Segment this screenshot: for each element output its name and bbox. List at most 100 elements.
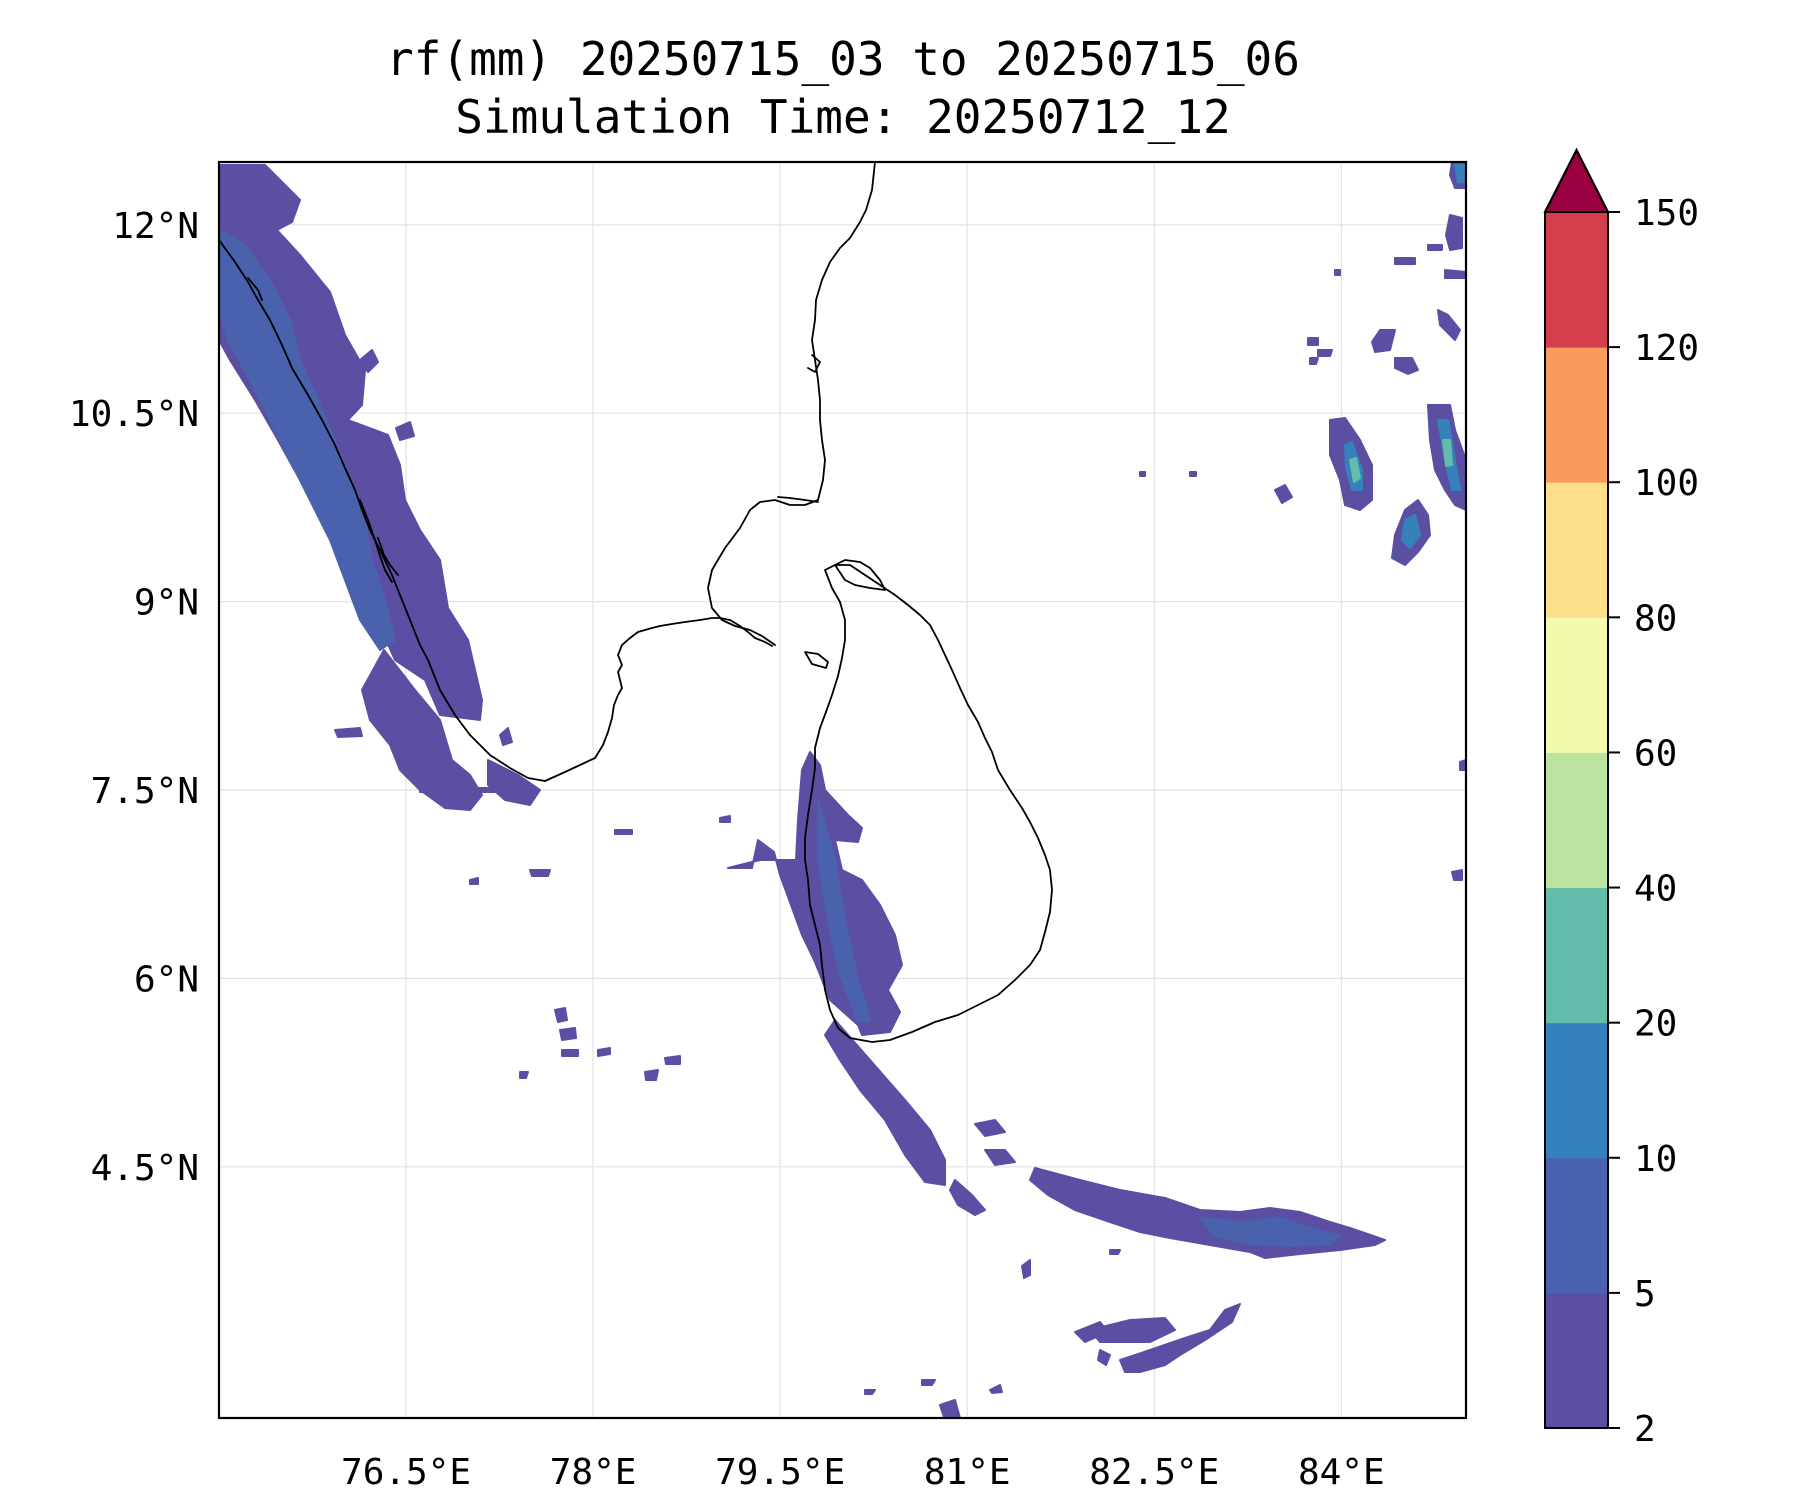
rain-cell-small-5 xyxy=(334,727,363,738)
colorbar-outline xyxy=(1544,147,1609,1429)
rain-cell-kerala-core xyxy=(219,229,396,651)
rain-cell-east-1-peak xyxy=(1349,457,1361,483)
coastline-india-west xyxy=(219,239,546,782)
colorbar-extend-arrow xyxy=(1543,147,1610,213)
latitude-tick-label: 6°N xyxy=(134,959,199,1000)
rain-cell-southeast-small-1 xyxy=(974,1119,1006,1137)
rain-cell-sri-lanka-west xyxy=(727,751,903,1036)
rain-cell-northeast-5 xyxy=(1444,269,1466,279)
colorbar-band xyxy=(1545,482,1608,618)
colorbar-tick-label: 80 xyxy=(1634,598,1677,639)
rain-cell-east-3-core xyxy=(1401,514,1421,549)
coastline-india-south xyxy=(544,617,756,782)
latitude-tick-label: 9°N xyxy=(134,583,199,624)
coastline-pamban xyxy=(754,637,773,647)
rain-cell-scatter-8 xyxy=(469,877,479,885)
longitude-tick-label: 76.5°E xyxy=(341,1452,471,1493)
rain-cell-southeast-small-3 xyxy=(1109,1249,1121,1255)
rain-cell-northeast-8 xyxy=(1371,329,1396,353)
rain-cell-southeast-small-2 xyxy=(984,1149,1016,1166)
colorbar-bands xyxy=(1545,212,1608,1429)
colorbar-ticks: 2 5 10 20 40 60 80 100 120 150 xyxy=(1608,193,1699,1450)
rain-cell-sri-lanka-south-a xyxy=(949,1179,986,1216)
rain-cell-scatter-6 xyxy=(644,1069,659,1081)
colorbar-band xyxy=(1545,752,1608,889)
map-frame xyxy=(217,160,1468,1420)
rain-cell-northeast-7 xyxy=(1437,309,1461,341)
coastline-sri-lanka xyxy=(804,564,1053,1043)
colorbar-tick-label: 60 xyxy=(1634,733,1677,774)
rain-cell-northeast-12 xyxy=(1309,357,1319,365)
rain-cell-southeast-small-4 xyxy=(1021,1259,1031,1279)
rain-cell-scatter-7 xyxy=(664,1055,681,1065)
colorbar-tick-label: 120 xyxy=(1634,328,1699,369)
colorbar-tick-label: 5 xyxy=(1634,1274,1656,1315)
coastline-kerala-backwater-2 xyxy=(377,537,399,576)
longitude-tick-label: 84°E xyxy=(1298,1452,1385,1493)
rain-cell-scatter-9 xyxy=(719,815,731,823)
rain-cell-northeast-3 xyxy=(1427,244,1443,251)
rain-cell-northeast-6 xyxy=(1334,269,1341,276)
colorbar-tick-label: 150 xyxy=(1634,193,1699,234)
rain-cell-small-3 xyxy=(499,727,513,746)
rain-cell-far-south-3 xyxy=(1074,1321,1109,1343)
longitude-tick-label: 81°E xyxy=(924,1452,1011,1493)
longitude-tick-label: 79.5°E xyxy=(715,1452,845,1493)
coastline-palk-bay xyxy=(777,496,819,503)
colorbar-tick-label: 20 xyxy=(1634,1004,1677,1045)
coastlines xyxy=(219,162,1053,1043)
title-line-1: rf(mm) 20250715_03 to 20250715_06 xyxy=(386,32,1300,86)
rain-cell-far-south-4 xyxy=(939,1399,961,1418)
longitude-tick-label: 78°E xyxy=(550,1452,637,1493)
rain-cell-far-south-9 xyxy=(1097,1349,1111,1366)
rain-cell-far-south-6 xyxy=(864,1389,876,1395)
rain-cell-far-south-8 xyxy=(989,1384,1003,1394)
rain-cell-small-2 xyxy=(395,421,415,441)
rain-cell-scatter-5 xyxy=(519,1071,529,1079)
coastline-india-east xyxy=(707,162,876,646)
rain-cell-southeast-core xyxy=(1199,1217,1341,1247)
colorbar-tick-label: 100 xyxy=(1634,463,1699,504)
rain-cell-kerala-coast-2 xyxy=(361,649,483,811)
colorbar-tick-label: 2 xyxy=(1634,1409,1656,1450)
rain-cell-east-8 xyxy=(1451,869,1463,881)
latitude-ticks: 12°N 10.5°N 9°N 7.5°N 6°N 4.5°N xyxy=(69,206,199,1189)
rain-cell-east-7 xyxy=(1459,759,1466,771)
colorbar-band xyxy=(1545,1292,1608,1429)
coastline-mannar-island xyxy=(804,651,829,669)
colorbar-tick-label: 40 xyxy=(1634,869,1677,910)
latitude-tick-label: 12°N xyxy=(112,206,199,247)
rain-cell-east-5 xyxy=(1139,471,1146,477)
rain-cell-far-south-7 xyxy=(921,1379,936,1386)
rainfall-contours xyxy=(219,162,1466,1418)
coastline-kerala-backwater-1 xyxy=(359,499,393,583)
longitude-tick-label: 82.5°E xyxy=(1089,1452,1219,1493)
longitude-ticks: 76.5°E 78°E 79.5°E 81°E 82.5°E 84°E xyxy=(341,1452,1385,1493)
rain-cell-northeast-1-core xyxy=(1454,164,1466,183)
rain-cell-sri-lanka-core xyxy=(817,799,871,1023)
rain-cell-northeast-10 xyxy=(1307,337,1319,346)
rain-cell-small-7 xyxy=(529,869,551,877)
latitude-tick-label: 4.5°N xyxy=(91,1148,199,1189)
colorbar-band xyxy=(1545,1157,1608,1294)
rain-cell-scatter-2 xyxy=(559,1027,577,1041)
rain-cell-far-south-2 xyxy=(1119,1303,1241,1373)
colorbar-band xyxy=(1545,617,1608,753)
rain-cell-kerala-south xyxy=(487,759,541,806)
coastline-north-inlet xyxy=(247,277,263,301)
rain-cell-northeast-9 xyxy=(1394,357,1419,375)
map-panel: 76.5°E 78°E 79.5°E 81°E 82.5°E 84°E 12°N 10.5°… xyxy=(69,160,1468,1493)
rain-cell-northeast-4 xyxy=(1394,257,1416,265)
rain-cell-scatter-1 xyxy=(554,1007,568,1023)
colorbar: 2 5 10 20 40 60 80 100 120 150 xyxy=(1543,147,1699,1450)
rain-cell-northeast-11 xyxy=(1317,349,1333,357)
coastline-east-inlet xyxy=(807,354,821,373)
colorbar-band xyxy=(1545,1022,1608,1159)
rain-cell-sri-lanka-southwest xyxy=(824,1019,946,1186)
rain-cell-east-6 xyxy=(1189,471,1197,477)
rain-cell-east-4 xyxy=(1274,484,1293,504)
colorbar-band xyxy=(1545,887,1608,1024)
rain-cell-scatter-4 xyxy=(597,1047,611,1057)
colorbar-band xyxy=(1545,212,1608,348)
